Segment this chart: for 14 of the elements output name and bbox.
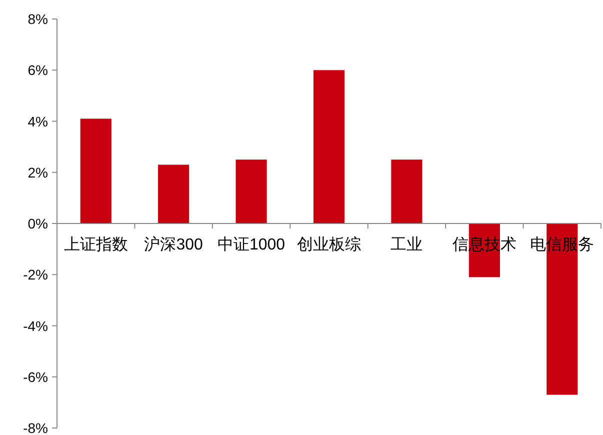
x-tick-label: 创业板综	[297, 236, 361, 254]
x-tick-label: 工业	[390, 236, 423, 254]
x-tick-label: 上证指数	[64, 236, 128, 254]
y-tick-label: -8%	[23, 420, 48, 435]
y-tick-label: 4%	[28, 113, 48, 130]
y-tick-label: 2%	[28, 164, 48, 180]
y-tick-label: 6%	[28, 62, 48, 78]
y-tick-label: -4%	[23, 318, 48, 334]
y-tick-label: 8%	[28, 11, 48, 27]
y-tick-label: 0%	[28, 216, 48, 232]
y-tick-label: -6%	[23, 368, 48, 385]
x-tick-label: 沪深300	[144, 236, 204, 254]
x-tick-label: 中证1000	[217, 236, 286, 254]
y-tick-label: -2%	[23, 266, 48, 283]
